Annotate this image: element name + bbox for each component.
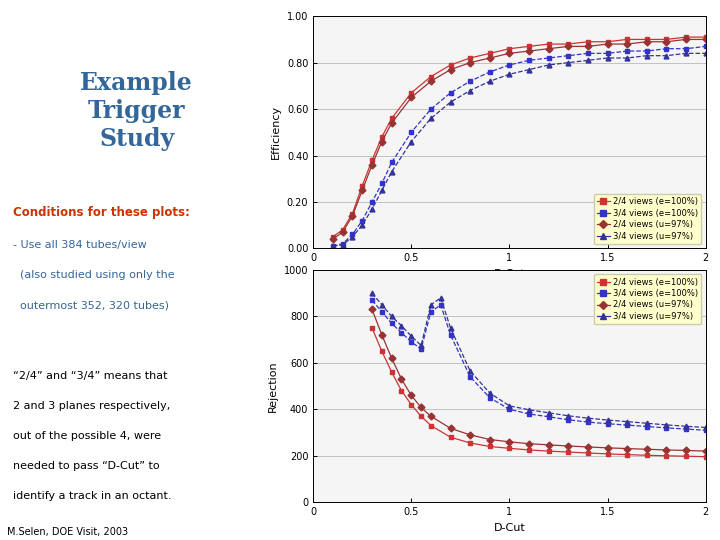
Text: identify a track in an octant.: identify a track in an octant. [12, 491, 171, 501]
X-axis label: D-Cut: D-Cut [493, 269, 526, 279]
Text: Conditions for these plots:: Conditions for these plots: [12, 206, 189, 219]
Text: - Use all 384 tubes/view: - Use all 384 tubes/view [12, 240, 146, 250]
Y-axis label: Efficiency: Efficiency [271, 105, 282, 159]
Legend: 2/4 views (e=100%), 3/4 views (e=100%), 2/4 views (u=97%), 3/4 views (u=97%): 2/4 views (e=100%), 3/4 views (e=100%), … [594, 274, 701, 325]
Legend: 2/4 views (e=100%), 3/4 views (e=100%), 2/4 views (u=97%), 3/4 views (u=97%): 2/4 views (e=100%), 3/4 views (e=100%), … [594, 194, 701, 244]
Text: outermost 352, 320 tubes): outermost 352, 320 tubes) [12, 300, 168, 310]
X-axis label: D-Cut: D-Cut [493, 523, 526, 532]
Text: Example
Trigger
Study: Example Trigger Study [81, 71, 193, 151]
Text: (also studied using only the: (also studied using only the [12, 270, 174, 280]
Text: “2/4” and “3/4” means that: “2/4” and “3/4” means that [12, 370, 167, 381]
Text: M.Selen, DOE Visit, 2003: M.Selen, DOE Visit, 2003 [7, 527, 128, 537]
Y-axis label: Rejection: Rejection [269, 360, 279, 412]
Text: needed to pass “D-Cut” to: needed to pass “D-Cut” to [12, 461, 159, 471]
Text: out of the possible 4, were: out of the possible 4, were [12, 431, 161, 441]
Text: 2 and 3 planes respectively,: 2 and 3 planes respectively, [12, 401, 170, 411]
